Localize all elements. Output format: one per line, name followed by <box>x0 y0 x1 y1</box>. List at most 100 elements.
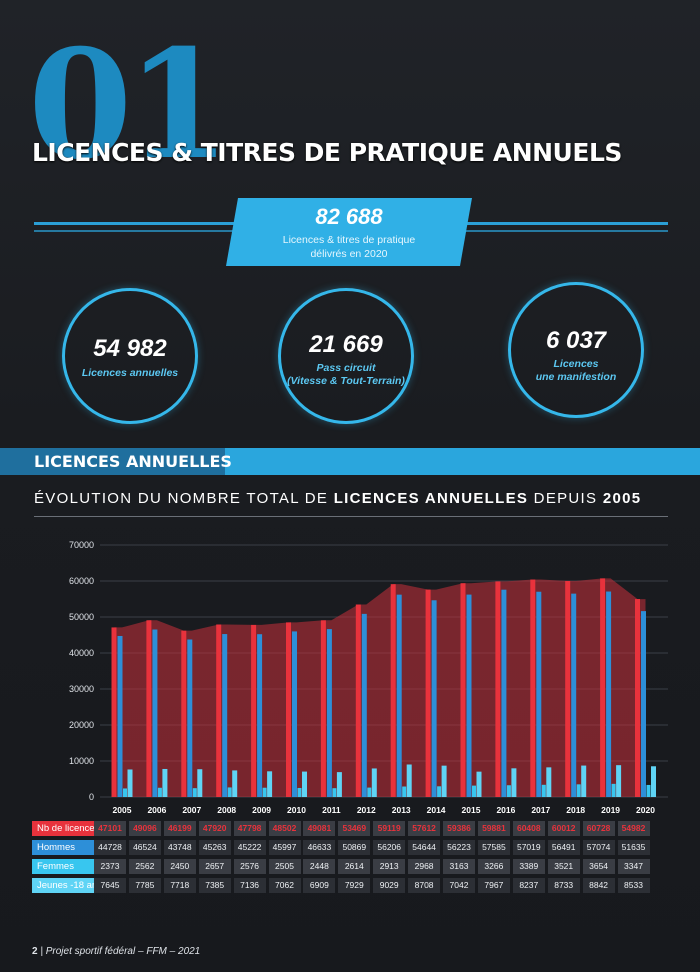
table-cell: 7718 <box>163 878 196 893</box>
x-tick-label: 2012 <box>357 805 376 815</box>
bar-0-2011 <box>320 620 326 797</box>
bar-3-2011 <box>336 772 342 797</box>
bar-1-2014 <box>431 600 437 797</box>
bar-3-2015 <box>476 771 482 797</box>
table-cell: 57019 <box>512 840 545 855</box>
table-cell: 43748 <box>163 840 196 855</box>
table-cell: 3163 <box>443 859 475 874</box>
table-cell: 7385 <box>198 878 231 893</box>
stat-label-line2: (Vitesse & Tout-Terrain) <box>287 375 405 387</box>
x-tick-label: 2019 <box>601 805 620 815</box>
table-cell: 57612 <box>408 821 441 836</box>
table-cell: 7062 <box>268 878 301 893</box>
x-tick-label: 2016 <box>496 805 515 815</box>
footer-text: Projet sportif fédéral – FFM – 2021 <box>42 946 201 957</box>
stat-label-line1: Licences <box>553 358 599 370</box>
table-cell: 49096 <box>128 821 161 836</box>
table-cell: 8842 <box>582 878 615 893</box>
total-area <box>114 578 646 797</box>
bar-3-2018 <box>581 765 587 797</box>
table-cell: 7136 <box>233 878 266 893</box>
subtitle-part2: LICENCES ANNUELLES <box>333 490 529 507</box>
bar-0-2005 <box>111 627 117 797</box>
x-tick-label: 2017 <box>531 805 550 815</box>
y-tick-label: 50000 <box>69 612 94 622</box>
table-cell: 60408 <box>512 821 545 836</box>
table-row: Nb de licences 47101 49096 46199 47920 47798 4… <box>32 821 672 837</box>
bar-0-2013 <box>390 584 396 797</box>
bar-3-2017 <box>546 767 552 797</box>
table-cell: 2913 <box>373 859 406 874</box>
bar-0-2008 <box>216 624 222 797</box>
table-cell: 7785 <box>128 878 161 893</box>
subtitle-rule <box>34 516 668 517</box>
stat-value: 54 982 <box>93 335 167 362</box>
table-cell: 8708 <box>408 878 441 893</box>
table-cell: 57585 <box>477 840 510 855</box>
table-cell: 45263 <box>198 840 231 855</box>
bar-1-2015 <box>466 594 472 797</box>
bar-1-2012 <box>361 613 367 797</box>
table-cell: 2614 <box>338 859 371 874</box>
stat-label-line1: Pass circuit <box>316 362 376 374</box>
table-cell: 47920 <box>198 821 231 836</box>
bar-1-2016 <box>501 589 507 797</box>
stat-value: 6 037 <box>545 327 607 354</box>
bar-1-2011 <box>326 629 332 797</box>
y-tick-label: 60000 <box>69 576 94 586</box>
bar-2-2015 <box>472 785 476 797</box>
table-cell: 2562 <box>128 859 161 874</box>
bar-2-2011 <box>332 788 337 797</box>
table-cell: 2373 <box>94 859 126 874</box>
table-cell: 54982 <box>617 821 650 836</box>
x-tick-label: 2008 <box>217 805 236 815</box>
table-cell: 3266 <box>477 859 510 874</box>
table-cell: 2448 <box>303 859 336 874</box>
table-cell: 2657 <box>198 859 231 874</box>
bar-1-2018 <box>571 593 577 797</box>
bar-1-2007 <box>187 639 193 797</box>
bar-3-2010 <box>302 771 307 797</box>
bar-2-2018 <box>576 784 581 797</box>
table-cell: 7645 <box>94 878 126 893</box>
table-row-label: Femmes <box>32 859 104 874</box>
table-cell: 8237 <box>512 878 545 893</box>
table-cell: 2968 <box>408 859 441 874</box>
bar-3-2006 <box>162 768 168 797</box>
table-cell: 8533 <box>617 878 650 893</box>
bar-3-2013 <box>406 764 412 797</box>
table-row-label: Hommes <box>32 840 104 855</box>
bar-0-2014 <box>425 589 431 797</box>
table-cell: 47101 <box>94 821 126 836</box>
bar-2-2019 <box>611 783 616 797</box>
table-cell: 53469 <box>338 821 371 836</box>
decor-stripe-left-2 <box>34 230 234 232</box>
subtitle-part4: 2005 <box>602 490 642 507</box>
table-cell: 3347 <box>617 859 650 874</box>
table-cell: 7042 <box>443 878 475 893</box>
bar-2-2016 <box>506 785 511 797</box>
table-row: Jeunes -18 ans 7645 7785 7718 7385 7136 7062 69… <box>32 878 672 894</box>
table-cell: 48502 <box>268 821 301 836</box>
x-tick-label: 2018 <box>566 805 585 815</box>
table-row: Hommes 44728 46524 43748 45263 45222 45997 4663… <box>32 840 672 856</box>
decor-stripe-right <box>462 222 668 225</box>
table-row: Femmes 2373 2562 2450 2657 2576 2505 2448 2614 29… <box>32 859 672 875</box>
table-cell: 3654 <box>582 859 615 874</box>
table-cell: 59386 <box>443 821 475 836</box>
bar-0-2007 <box>181 630 187 797</box>
bar-0-2009 <box>251 624 257 797</box>
bar-1-2020 <box>641 611 646 797</box>
x-tick-label: 2005 <box>113 805 132 815</box>
x-tick-label: 2009 <box>252 805 271 815</box>
bar-1-2013 <box>396 594 402 797</box>
bar-1-2010 <box>292 631 297 797</box>
table-cell: 6909 <box>303 878 336 893</box>
bar-0-2010 <box>286 622 291 797</box>
table-cell: 45997 <box>268 840 301 855</box>
table-cell: 60012 <box>547 821 580 836</box>
section-band-accent <box>0 448 225 475</box>
bar-3-2019 <box>616 765 622 797</box>
bar-0-2020 <box>635 599 640 797</box>
bar-3-2009 <box>267 771 273 797</box>
